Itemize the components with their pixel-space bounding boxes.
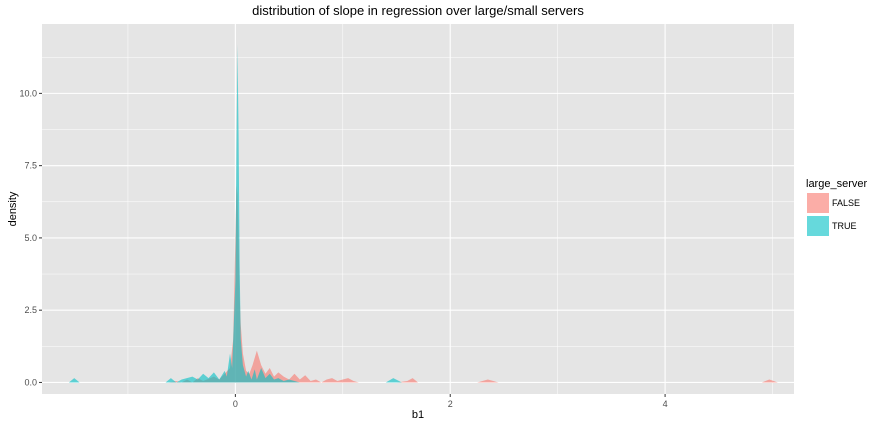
x-tick-label: 4 [663, 399, 668, 409]
x-axis-label: b1 [412, 409, 424, 421]
x-tick-label: 0 [233, 399, 238, 409]
y-tick-label: 2.5 [24, 305, 37, 315]
y-tick-label: 5.0 [24, 233, 37, 243]
density-area-true [68, 44, 402, 383]
x-tick-label: 2 [448, 399, 453, 409]
legend-label-false: FALSE [832, 198, 860, 208]
y-tick-label: 10.0 [19, 88, 37, 98]
legend-title: large_server [806, 178, 867, 190]
legend-label-true: TRUE [832, 221, 857, 231]
y-axis: 0.0 2.5 5.0 7.5 10.0 [19, 88, 42, 387]
x-axis: 0 2 4 [233, 394, 668, 409]
grid-major [42, 24, 794, 394]
chart-title: distribution of slope in regression over… [252, 3, 584, 18]
y-tick-label: 0.0 [24, 377, 37, 387]
grid-minor [42, 24, 794, 394]
y-tick-label: 7.5 [24, 161, 37, 171]
plot-panel [42, 24, 794, 394]
legend-key-true [807, 216, 829, 236]
density-areas [68, 44, 778, 383]
y-axis-label: density [7, 191, 19, 226]
legend: large_server FALSE TRUE [806, 178, 867, 236]
legend-key-false [807, 193, 829, 213]
